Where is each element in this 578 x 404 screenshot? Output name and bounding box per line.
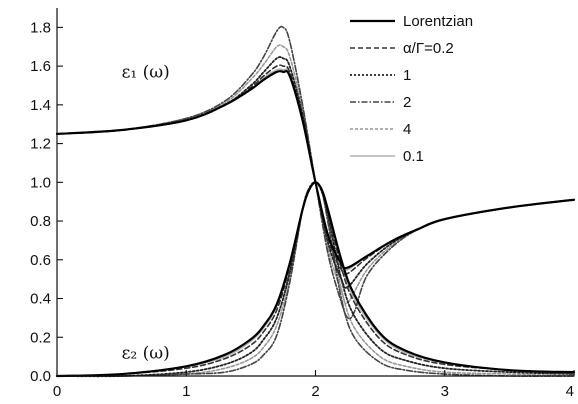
y-tick-label: 1.8 <box>30 19 51 36</box>
y-tick-label: 1.0 <box>30 174 51 191</box>
series-0-eps1-line <box>57 71 574 268</box>
y-tick-label: 0.2 <box>30 329 51 346</box>
y-tick-label: 1.4 <box>30 97 51 114</box>
y-tick-label: 0.0 <box>30 368 51 385</box>
legend: Lorentzian α/Γ=0.2 1 2 4 0.1 <box>350 13 473 165</box>
annotations-group: ε₁ (ω) ε₂ (ω) <box>122 63 170 364</box>
x-tick-label: 0 <box>53 383 61 400</box>
legend-label-5: 0.1 <box>403 148 424 165</box>
curve-annotation-0: ε₁ (ω) <box>122 63 170 83</box>
series-5-eps1-line <box>57 69 574 270</box>
legend-label-1: α/Γ=0.2 <box>403 40 454 57</box>
y-tick-label: 1.2 <box>30 136 51 153</box>
legend-label-3: 2 <box>403 94 411 111</box>
y-tick-label: 1.6 <box>30 58 51 75</box>
legend-label-0: Lorentzian <box>403 13 473 30</box>
y-tick-label: 0.6 <box>30 252 51 269</box>
legend-label-4: 4 <box>403 121 411 138</box>
legend-label-2: 1 <box>403 67 411 84</box>
series-2-eps1-line <box>57 57 574 288</box>
x-tick-label: 3 <box>441 383 449 400</box>
x-tick-label: 1 <box>182 383 190 400</box>
x-tick-label: 2 <box>311 383 319 400</box>
y-tick-label: 0.4 <box>30 291 51 308</box>
series-1-eps1-line <box>57 65 574 274</box>
curve-annotation-1: ε₂ (ω) <box>122 344 170 364</box>
x-tick-label: 4 <box>566 383 574 400</box>
y-tick-label: 0.8 <box>30 213 51 230</box>
series-4-eps1-line <box>57 45 574 303</box>
